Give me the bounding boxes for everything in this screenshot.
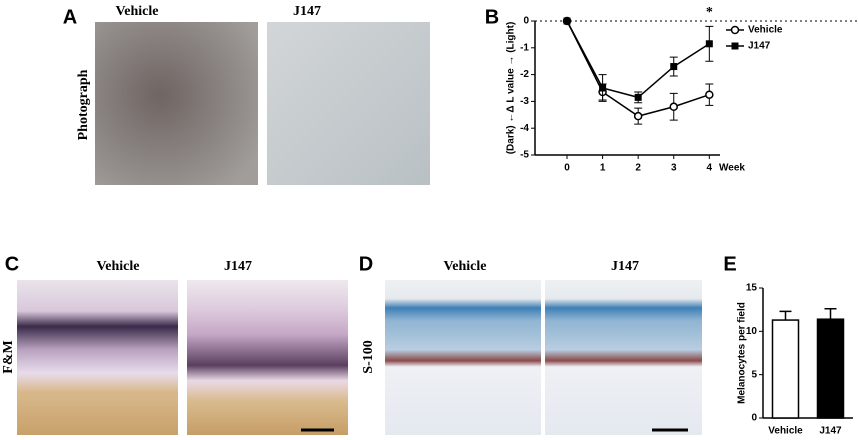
panel-label: C (5, 253, 19, 275)
histology-image (187, 280, 348, 435)
y-tick-label: 5 (751, 369, 757, 380)
bar (816, 318, 845, 419)
y-tick-label: -2 (520, 69, 529, 80)
marker (563, 17, 571, 25)
histology-image (385, 280, 541, 435)
column-label: Vehicle (443, 259, 486, 274)
x-tick-label: 4 (707, 163, 713, 174)
column-label: Vehicle (96, 259, 139, 274)
bar (771, 319, 800, 419)
y-axis-label: Melanocytes per field (737, 302, 748, 404)
marker (705, 40, 713, 48)
column-label: J147 (293, 4, 321, 19)
y-axis-label: (Dark) ←Δ L value → (Light) (506, 22, 517, 155)
legend-marker (730, 25, 740, 35)
histology-image (17, 280, 178, 435)
panel-label: D (359, 253, 373, 275)
panel-label: A (63, 6, 77, 28)
x-tick-label: 1 (600, 163, 606, 174)
x-axis-label: Week (719, 163, 745, 174)
x-tick-label: J147 (819, 426, 842, 437)
marker (634, 93, 642, 101)
error-bar (779, 310, 792, 321)
marker (705, 90, 714, 99)
row-label: Photograph (76, 69, 91, 140)
y-tick-label: -3 (520, 96, 529, 107)
marker (599, 84, 607, 92)
series-line (566, 20, 710, 99)
marker (633, 111, 643, 121)
x-tick-label: 0 (564, 163, 570, 174)
error-bar (824, 308, 837, 320)
panel-label: E (723, 253, 736, 275)
marker (670, 63, 678, 71)
marker (669, 102, 678, 112)
x-tick-label: 3 (671, 163, 677, 174)
panel-label: B (485, 6, 499, 28)
column-label: J147 (224, 259, 252, 274)
y-tick-label: 0 (523, 16, 529, 27)
annotation: * (706, 5, 713, 20)
y-tick-label: 10 (746, 326, 758, 337)
row-label: F&M (1, 340, 16, 373)
column-label: J147 (611, 259, 639, 274)
legend-label: Vehicle (748, 25, 783, 36)
y-tick-label: -4 (520, 123, 529, 134)
legend-marker (731, 42, 739, 50)
photo (95, 22, 258, 185)
x-tick-label: Vehicle (768, 426, 803, 437)
row-label: S-100 (361, 340, 376, 373)
y-tick-label: -1 (520, 42, 529, 53)
y-tick-label: -5 (520, 150, 529, 161)
legend-label: J147 (748, 41, 771, 52)
histology-image (545, 280, 702, 435)
column-label: Vehicle (115, 4, 158, 19)
photo (267, 22, 430, 185)
y-tick-label: 0 (751, 413, 757, 424)
y-tick-label: 15 (746, 283, 758, 294)
x-tick-label: 2 (635, 163, 641, 174)
